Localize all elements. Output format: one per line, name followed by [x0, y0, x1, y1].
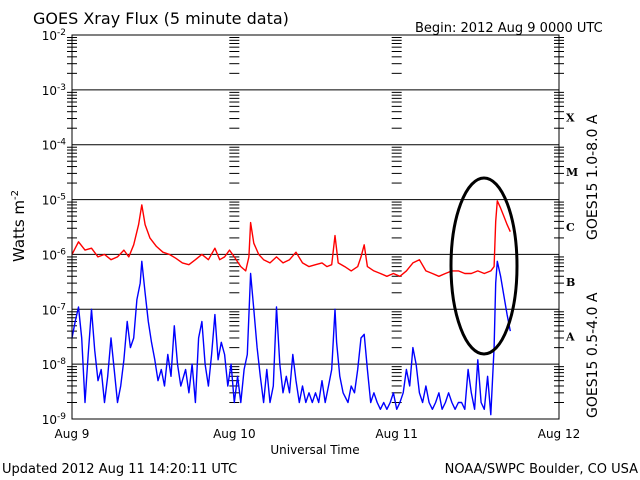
y-tick-label: 10-7: [42, 302, 66, 317]
plot-frame: [71, 34, 560, 420]
y-tick-exp: -5: [57, 193, 66, 203]
updated-text: Updated 2012 Aug 11 14:20:11 UTC: [2, 462, 237, 477]
flare-class-label: B: [566, 276, 575, 289]
credit-text: NOAA/SWPC Boulder, CO USA: [445, 462, 638, 477]
y-tick-exp: -2: [57, 28, 66, 38]
y-tick-base: 10: [42, 139, 57, 153]
x-axis-label: Universal Time: [270, 443, 359, 457]
y-tick-labels: 10-910-810-710-610-510-410-310-2: [42, 28, 67, 427]
y-tick-base: 10: [42, 358, 57, 372]
flare-class-label: C: [566, 221, 575, 234]
chart-title: GOES Xray Flux (5 minute data): [33, 9, 289, 28]
y-tick-exp: -7: [57, 302, 66, 312]
y-tick-exp: -4: [57, 138, 66, 148]
minor-ticks: [67, 37, 564, 403]
series-line-1: [71, 260, 511, 416]
series-line-0: [71, 200, 511, 277]
y-axis-label: Watts m-2: [10, 190, 28, 262]
flare-class-label: X: [566, 111, 575, 124]
y-tick-exp: -9: [57, 412, 66, 422]
flare-class-labels: X M C B A: [565, 111, 578, 343]
y-tick-base: 10: [42, 194, 57, 208]
y-tick-base: 10: [42, 413, 57, 427]
y-tick-label: 10-3: [42, 83, 66, 98]
y-tick-base: 10: [42, 303, 57, 317]
y-tick-label: 10-4: [42, 138, 67, 153]
flare-class-label: A: [565, 331, 575, 344]
x-tick-label: Aug 9: [55, 427, 90, 441]
x-tick-label: Aug 12: [538, 427, 581, 441]
x-tick-label: Aug 11: [375, 427, 418, 441]
y-axis-label-exp: -2: [10, 190, 21, 200]
series-layer: [71, 200, 511, 416]
legend-series-long: GOES15 1.0-8.0 A: [585, 114, 601, 240]
y-tick-label: 10-6: [42, 247, 67, 262]
y-tick-base: 10: [42, 84, 57, 98]
y-tick-label: 10-9: [42, 412, 67, 427]
y-tick-base: 10: [42, 29, 57, 43]
y-axis-label-base: Watts m: [10, 200, 28, 262]
y-tick-exp: -3: [57, 83, 66, 93]
x-tick-label: Aug 10: [213, 427, 256, 441]
x-tick-labels: Aug 9 Aug 10 Aug 11 Aug 12: [55, 427, 581, 441]
y-tick-exp: -8: [57, 357, 66, 367]
y-tick-label: 10-8: [42, 357, 67, 372]
y-tick-label: 10-5: [42, 193, 66, 208]
y-tick-label: 10-2: [42, 28, 66, 43]
y-tick-exp: -6: [57, 247, 66, 257]
grid-lines: [72, 89, 559, 365]
legend-series-short: GOES15 0.5-4.0 A: [585, 292, 601, 418]
y-tick-base: 10: [42, 248, 57, 262]
flare-highlight-ellipse: [449, 176, 519, 356]
begin-label: Begin: 2012 Aug 9 0000 UTC: [415, 21, 603, 36]
flare-class-label: M: [566, 166, 578, 179]
